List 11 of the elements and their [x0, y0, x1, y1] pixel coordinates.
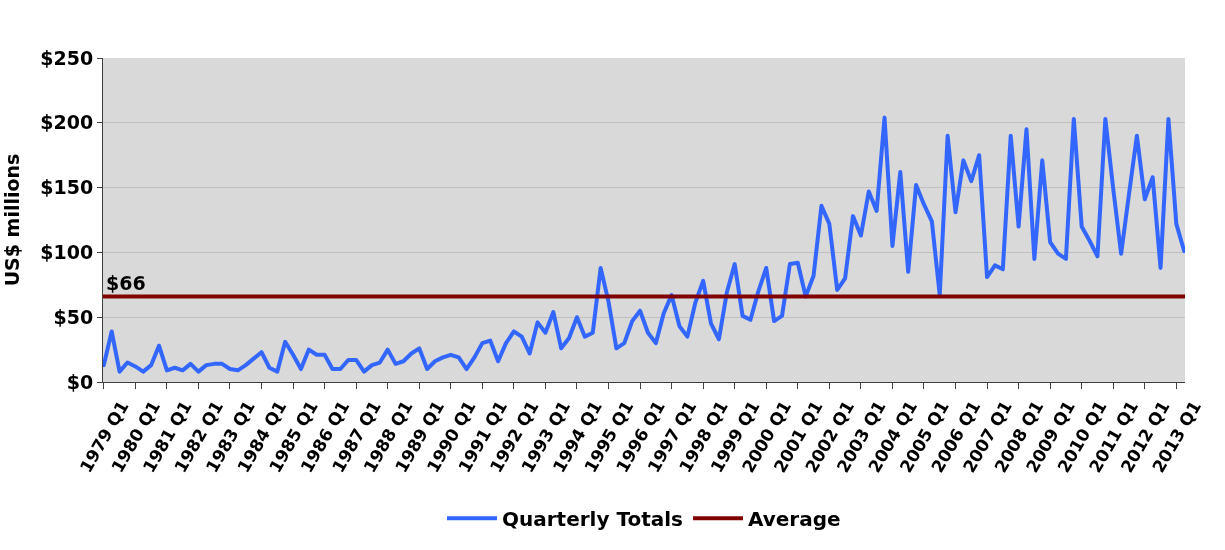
y-tick-label: $150: [40, 176, 94, 199]
y-tick-label: $0: [66, 370, 94, 393]
line-series: [103, 115, 1185, 374]
y-tick-label: $50: [53, 305, 94, 328]
y-tick-label: $200: [40, 111, 94, 134]
legend-label: Quarterly Totals: [502, 506, 683, 531]
annotation: $66: [106, 272, 146, 294]
y-tick-label: $100: [40, 241, 94, 264]
legend-label: Average: [748, 506, 841, 531]
y-tick-label: $250: [40, 46, 94, 69]
y-axis-title: US$ millions: [1, 153, 24, 287]
